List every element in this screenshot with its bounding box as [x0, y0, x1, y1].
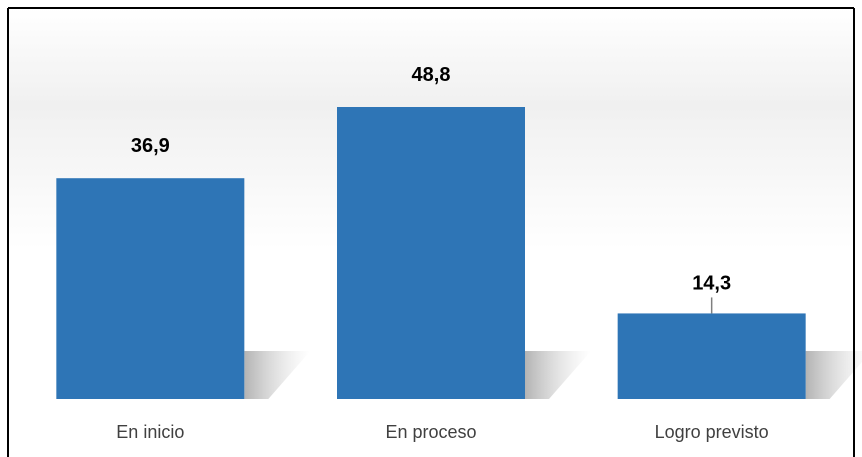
bars-group: [56, 107, 806, 399]
bar-shadows: [244, 351, 862, 399]
data-labels-group: 36,9 48,8 14,3: [131, 64, 731, 294]
category-labels-group: En inicio En proceso Logro previsto: [116, 422, 768, 442]
bar-shadow-en-inicio: [244, 351, 311, 399]
data-label-logro-previsto: 14,3: [692, 272, 731, 294]
data-label-en-proceso: 48,8: [412, 64, 451, 86]
bar-shadow-en-proceso: [525, 351, 591, 399]
bar-en-proceso: [337, 107, 525, 399]
category-label-en-proceso: En proceso: [385, 422, 476, 442]
bar-en-inicio: [56, 178, 245, 399]
bar-shadow-logro-previsto: [805, 351, 862, 399]
category-label-en-inicio: En inicio: [116, 422, 184, 442]
category-label-logro-previsto: Logro previsto: [655, 422, 769, 442]
data-label-en-inicio: 36,9: [131, 135, 170, 157]
bar-logro-previsto: [617, 313, 806, 399]
